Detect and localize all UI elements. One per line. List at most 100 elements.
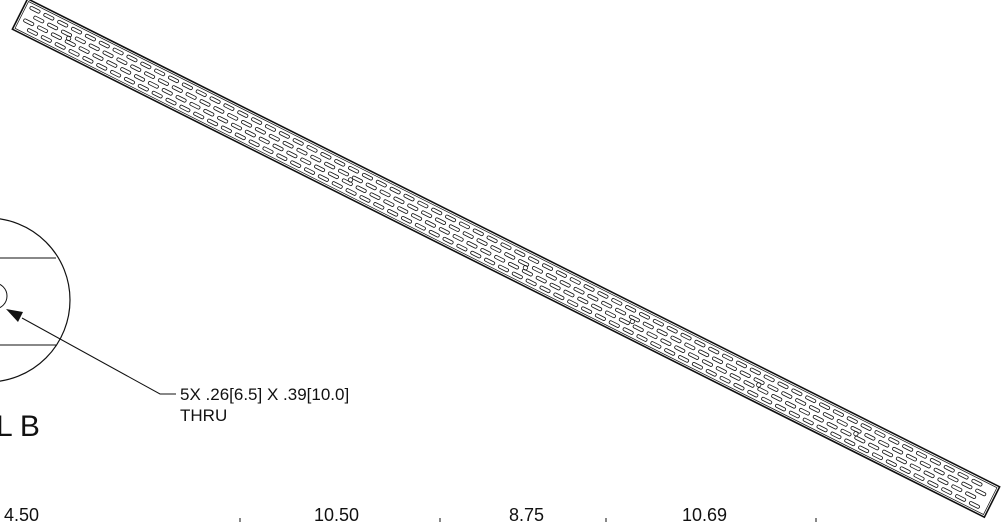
slot xyxy=(715,366,727,374)
slot xyxy=(168,75,179,84)
slot xyxy=(719,376,731,384)
slot xyxy=(181,82,193,91)
slot xyxy=(583,284,595,292)
slot xyxy=(937,477,949,486)
slot xyxy=(684,342,696,351)
slot xyxy=(241,120,253,128)
slot xyxy=(165,97,177,106)
slot xyxy=(171,85,183,93)
slot xyxy=(144,71,156,79)
slot xyxy=(306,145,318,153)
slot xyxy=(50,32,62,40)
slot xyxy=(923,470,935,479)
slot xyxy=(753,377,765,385)
slot xyxy=(757,387,769,395)
slot xyxy=(749,367,761,376)
slot xyxy=(569,277,581,285)
slot xyxy=(379,189,391,198)
slot xyxy=(47,22,59,31)
slot xyxy=(597,291,609,299)
slot xyxy=(480,248,492,256)
slot xyxy=(497,264,509,273)
slot xyxy=(54,42,66,50)
slot xyxy=(777,381,789,390)
slot xyxy=(448,224,460,232)
slot xyxy=(791,388,803,397)
bar-outline xyxy=(11,0,1001,519)
slot xyxy=(812,414,824,423)
slot xyxy=(511,271,523,280)
slot xyxy=(193,111,205,120)
slot xyxy=(248,139,260,148)
slotted-bar xyxy=(11,0,1001,519)
slot xyxy=(327,171,339,180)
slot xyxy=(691,362,703,370)
slot xyxy=(694,339,706,348)
slot xyxy=(199,99,211,107)
slot xyxy=(500,242,512,250)
slot xyxy=(971,478,983,487)
slot xyxy=(189,101,201,110)
slot xyxy=(462,231,474,239)
slot xyxy=(905,453,917,462)
slot xyxy=(244,129,256,138)
slot xyxy=(909,463,921,472)
slot xyxy=(594,313,606,321)
slot xyxy=(725,363,737,371)
slot xyxy=(84,33,96,42)
slot xyxy=(452,234,464,242)
slot xyxy=(802,417,814,426)
slot xyxy=(761,396,773,405)
slot xyxy=(514,249,526,257)
slot xyxy=(355,185,367,193)
slot xyxy=(771,394,783,402)
mounting-hole xyxy=(522,265,529,271)
slot xyxy=(933,467,945,476)
slot xyxy=(868,442,880,451)
slot xyxy=(874,430,886,438)
slot xyxy=(209,96,221,104)
slot xyxy=(88,43,100,52)
slot xyxy=(116,57,128,65)
slot xyxy=(961,481,973,490)
slot xyxy=(743,380,755,388)
slot xyxy=(286,150,298,159)
slot xyxy=(223,103,235,111)
slot xyxy=(639,312,650,320)
slot xyxy=(528,256,540,264)
slot xyxy=(899,466,911,474)
slot xyxy=(98,40,110,49)
slot xyxy=(708,346,720,355)
slot xyxy=(535,275,547,284)
slot xyxy=(64,39,76,47)
slot xyxy=(840,428,852,437)
slot xyxy=(559,280,571,288)
dimension-ticks xyxy=(239,518,817,522)
slot xyxy=(147,81,159,89)
slot xyxy=(207,118,219,127)
slot xyxy=(60,29,72,38)
slot xyxy=(292,138,304,146)
dimension-label: 10.50 xyxy=(314,505,360,525)
slot xyxy=(577,296,589,305)
slot xyxy=(587,293,599,302)
slot xyxy=(775,403,786,412)
slot xyxy=(351,175,363,184)
slot xyxy=(442,236,454,245)
slot xyxy=(33,15,45,24)
slot xyxy=(37,25,49,33)
slot xyxy=(622,327,634,335)
slot xyxy=(618,317,630,326)
slot xyxy=(611,298,623,306)
slot xyxy=(369,192,381,200)
slot xyxy=(788,410,800,419)
slot xyxy=(345,188,357,196)
slot xyxy=(733,382,745,391)
slot xyxy=(518,259,530,267)
slot xyxy=(739,370,751,378)
slot xyxy=(664,348,676,356)
slot xyxy=(403,193,415,202)
mounting-hole xyxy=(66,35,72,42)
slot xyxy=(830,431,842,440)
